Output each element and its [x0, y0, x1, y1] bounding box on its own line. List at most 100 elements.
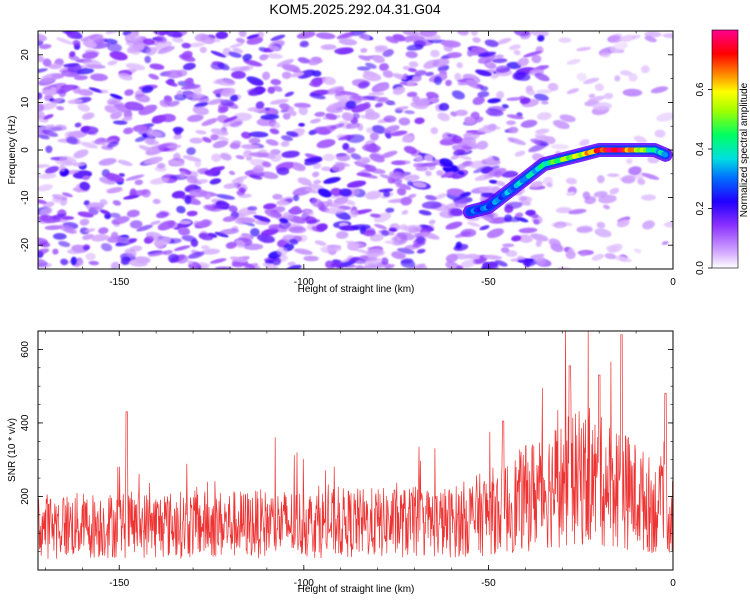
spectrogram-noise-cell [404, 174, 420, 182]
spectrogram-noise-cell [290, 206, 301, 215]
colorbar-tick-label: 0.0 [695, 261, 706, 275]
spectrogram-noise-cell [484, 39, 499, 48]
spectrogram-noise-cell [266, 53, 283, 59]
spectrogram-noise-cell [511, 235, 522, 242]
y-tick-label: 10 [20, 96, 31, 108]
spectrogram-noise-cell [454, 231, 472, 238]
spectrogram-noise-cell [82, 59, 102, 69]
spectrogram-noise-cell [552, 120, 570, 130]
spectrogram-noise-cell [566, 88, 580, 94]
spectrogram-noise-cell [232, 47, 244, 54]
spectrogram-noise-cell [593, 191, 608, 198]
snr-y-axis-title: SNR (10 * v/v) [7, 418, 18, 482]
spectrogram-noise-cell [347, 241, 360, 251]
spectrogram-noise-cell [352, 112, 361, 119]
spectrogram-noise-cell [142, 38, 155, 46]
spectrogram-noise-cell [133, 125, 148, 133]
spectrogram-noise-cell [209, 258, 227, 264]
spectrogram-noise-cell [223, 116, 238, 123]
spectrogram-noise-cell [192, 106, 209, 116]
spectrogram-noise-cell [576, 226, 593, 234]
spectrogram-noise-cell [362, 72, 382, 82]
spectrogram-noise-cell [280, 140, 290, 147]
spectrogram-noise-cell [385, 36, 399, 44]
spectrogram-noise-cell [59, 156, 77, 165]
spectrogram-noise-cell [454, 199, 467, 209]
spectrogram-noise-cell [322, 76, 336, 86]
spectrogram-noise-cell [550, 143, 569, 150]
spectrogram-noise-cell [391, 160, 406, 165]
x-tick-label: -150 [109, 277, 129, 288]
spectrogram-noise-cell [351, 224, 371, 230]
colorbar-tick-label: 0.4 [695, 142, 706, 156]
spectrogram-noise-cell [297, 177, 312, 186]
spectrogram-noise-cell [356, 66, 371, 71]
spectrogram-noise-cell [38, 199, 47, 205]
spectrogram-noise-cell [480, 85, 489, 92]
spectrogram-noise-cell [430, 127, 438, 135]
spectrogram-noise-cell [289, 238, 299, 245]
spectrogram-noise-cell [216, 194, 236, 200]
spectrogram-noise-cell [464, 116, 476, 126]
spectrogram-noise-cell [477, 53, 496, 64]
spectrogram-noise-cell [580, 251, 588, 257]
spectrogram-noise-cell [517, 255, 526, 261]
spectrogram-noise-cell [134, 179, 144, 186]
spectrogram-noise-cell [445, 261, 460, 269]
spectrogram-noise-cell [640, 65, 650, 74]
spectrogram-noise-cell [59, 224, 77, 234]
spectrogram-noise-cell [388, 227, 397, 233]
spectrogram-noise-cell [497, 38, 512, 45]
spectrogram-noise-cell [392, 73, 407, 81]
spectrogram-noise-cell [650, 86, 669, 94]
spectrogram-noise-cell [270, 149, 281, 155]
spectrogram-noise-cell [38, 92, 43, 100]
spectrogram-noise-cell [265, 139, 279, 146]
spectrogram-noise-cell [182, 155, 202, 162]
spectrogram-noise-cell [222, 216, 237, 222]
spectrogram-noise-cell [440, 171, 455, 178]
spectrogram-noise-cell [520, 119, 538, 128]
spectrogram-noise-cell [477, 91, 490, 98]
spectrogram-noise-cell [548, 238, 561, 247]
chart-title: KOM5.2025.292.04.31.G04 [269, 1, 440, 17]
spectrogram-noise-cell [141, 85, 154, 94]
spectrogram-noise-cell [38, 214, 54, 222]
spectrogram-noise-cell [278, 220, 291, 229]
spectrogram-noise-cell [242, 263, 256, 269]
spectrogram-noise-cell [74, 122, 82, 128]
spectrogram-noise-cell [223, 183, 238, 189]
spectrogram-noise-cell [341, 112, 354, 122]
spectrogram-noise-cell [111, 216, 130, 225]
spectrogram-noise-cell [195, 130, 207, 135]
spectrogram-noise-cell [556, 207, 572, 214]
x-tick-label: 0 [670, 578, 676, 589]
spectrogram-noise-cell [263, 203, 277, 210]
spectrogram-noise-cell [73, 149, 89, 159]
spectrogram-noise-cell [284, 91, 295, 97]
spectrogram-noise-cell [565, 191, 576, 196]
spectrogram-noise-cell [378, 188, 394, 193]
spectrogram-noise-cell [514, 150, 526, 157]
spectrogram-noise-cell [316, 139, 336, 149]
spectrogram-noise-cell [186, 91, 194, 99]
spectrogram-noise-cell [626, 158, 633, 165]
spectrogram-noise-cell [502, 243, 515, 248]
colorbar: 0.0 0.2 0.4 0.6 Normalized spectral amplitu… [695, 29, 750, 275]
spectrogram-noise-cell [490, 265, 500, 269]
spectrogram-noise-cell [553, 221, 567, 229]
spectrogram-noise-cell [662, 33, 673, 39]
spectrogram-noise-cell [299, 40, 309, 48]
spectrogram-noise-cell [210, 50, 227, 58]
x-tick-label: -100 [294, 578, 314, 589]
spectrogram-noise-cell [281, 71, 292, 80]
spectrogram-noise-cell [325, 207, 345, 215]
spectrogram-noise-cell [397, 231, 415, 241]
spectrogram-noise-cell [596, 221, 606, 229]
spectrogram-noise-cell [113, 103, 132, 114]
spectrogram-noise-cell [313, 179, 322, 185]
spectrogram-x-axis-title: Height of straight line (km) [298, 284, 415, 295]
spectrogram-noise-cell [450, 154, 460, 160]
spectrogram-noise-cell [383, 190, 390, 198]
spectrogram-noise-cell [104, 38, 118, 45]
